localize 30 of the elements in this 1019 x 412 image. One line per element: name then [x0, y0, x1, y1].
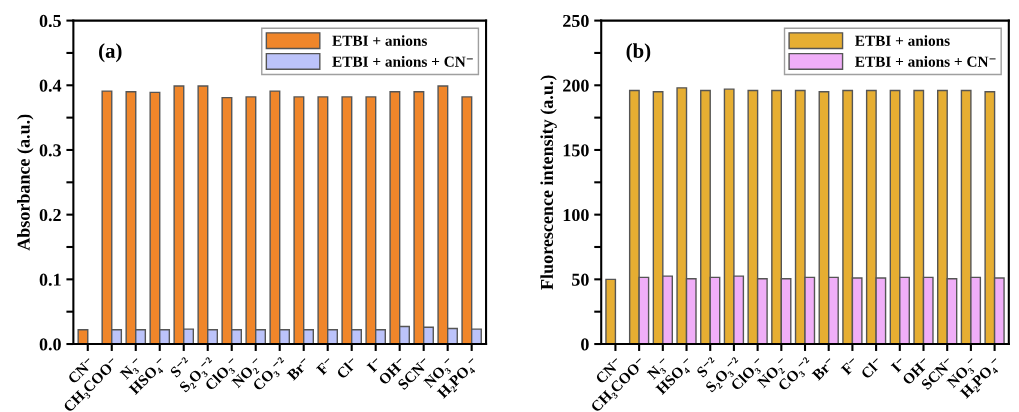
y-tick-label: 0.2: [39, 208, 61, 222]
y-tick-label: 250: [563, 14, 589, 28]
bar: [605, 278, 617, 345]
x-tick-label: Cl⁻: [335, 356, 359, 380]
x-tick-label: I⁻: [890, 358, 902, 373]
bar: [77, 329, 89, 345]
legend-label: ETBI + anions: [332, 35, 427, 46]
y-axis-title: Absorbance (a.u.): [17, 114, 34, 251]
x-tick-label: Br⁻: [286, 356, 311, 381]
y-tick-label: 0: [581, 338, 589, 351]
x-tick-label: I⁻: [366, 358, 378, 373]
legend-label: ETBI + anions + CN⁻: [855, 56, 996, 67]
annotation: (a): [99, 43, 122, 63]
y-tick-label: 0.3: [39, 144, 61, 157]
y-axis-title: Fluorescence intensity (a.u.): [540, 75, 557, 290]
y-tick-label: 0.4: [39, 79, 62, 92]
x-tick-label: F⁻: [840, 356, 860, 376]
legend-label: ETBI + anions + CN⁻: [332, 56, 473, 67]
x-tick-label: Cl⁻: [860, 356, 883, 380]
y-tick-label: 50: [572, 273, 589, 286]
annotation: (b): [626, 43, 651, 63]
legend-label: ETBI + anions: [855, 35, 950, 46]
y-tick-label: 0.5: [39, 14, 61, 28]
x-tick-label: F⁻: [316, 356, 335, 376]
y-tick-label: 100: [563, 208, 589, 222]
y-tick-label: 150: [563, 144, 589, 157]
x-tick-label: Br⁻: [811, 356, 836, 381]
y-tick-label: 200: [563, 79, 589, 92]
y-tick-label: 0.0: [39, 338, 61, 351]
y-tick-label: 0.1: [39, 273, 61, 286]
